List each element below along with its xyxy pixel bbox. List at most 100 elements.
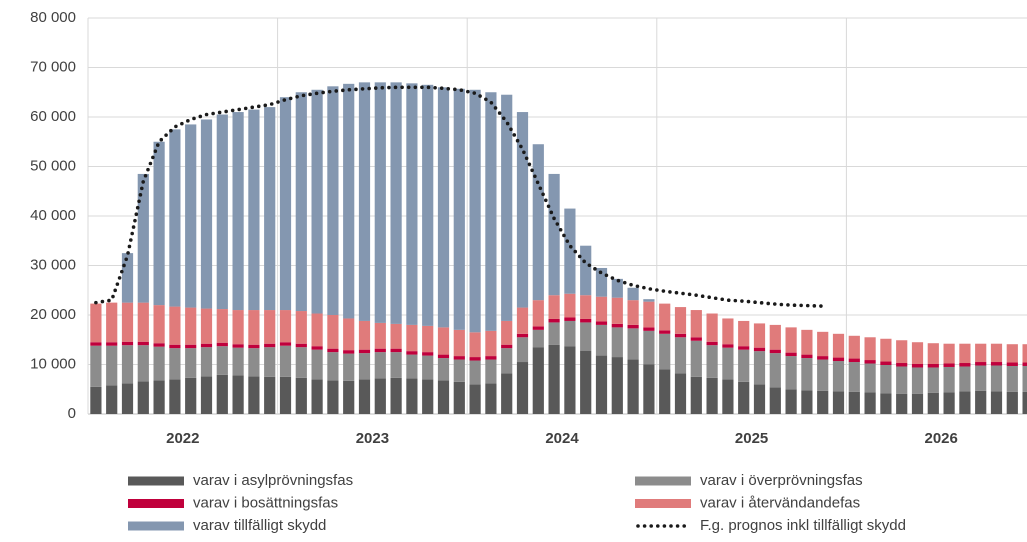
bar-segment xyxy=(817,390,829,414)
bar-segment xyxy=(232,112,244,311)
bar-segment xyxy=(564,317,576,321)
bar-segment xyxy=(959,343,971,364)
bar-segment xyxy=(437,87,450,328)
bar-segment xyxy=(295,347,307,378)
bar-segment xyxy=(516,337,529,363)
bar-segment xyxy=(690,310,702,338)
bar-segment xyxy=(358,82,371,321)
bar-segment xyxy=(927,367,939,393)
bar-segment xyxy=(216,114,228,310)
bar-segment xyxy=(659,369,671,414)
bar-segment xyxy=(248,344,260,349)
bar-segment xyxy=(295,311,307,344)
legend-swatch xyxy=(128,499,184,508)
bar-segment xyxy=(185,348,197,378)
bar-segment xyxy=(169,344,181,349)
bar-segment xyxy=(153,343,165,347)
bar-segment xyxy=(390,323,402,349)
bar-segment xyxy=(643,364,655,414)
bar-segment xyxy=(453,381,465,414)
bar-segment xyxy=(153,141,165,306)
bar-segment xyxy=(817,359,829,391)
bar-segment xyxy=(374,348,386,353)
bar-segment xyxy=(374,82,386,323)
bar-segment xyxy=(896,366,908,394)
y-tick-label: 40 000 xyxy=(30,207,76,224)
bar-segment xyxy=(911,342,924,365)
bar-segment xyxy=(690,340,702,377)
bar-segment xyxy=(753,347,766,352)
bar-segment xyxy=(817,331,829,357)
bar-segment xyxy=(975,390,987,414)
bar-segment xyxy=(943,343,955,364)
bar-segment xyxy=(453,329,465,357)
bar-segment xyxy=(627,359,639,414)
bar-segment xyxy=(880,364,892,394)
bar-segment xyxy=(548,344,560,414)
bar-segment xyxy=(738,349,750,382)
bar-segment xyxy=(643,299,655,302)
bar-segment xyxy=(990,365,1003,392)
y-tick-label: 80 000 xyxy=(30,9,76,26)
bar-segment xyxy=(801,390,813,414)
bar-segment xyxy=(422,84,434,326)
bar-segment xyxy=(548,173,560,296)
bar-segment xyxy=(90,345,102,387)
bar-segment xyxy=(343,353,355,381)
bar-segment xyxy=(532,329,544,348)
bar-segment xyxy=(564,208,576,294)
bar-segment xyxy=(311,379,323,414)
bar-segment xyxy=(343,350,355,354)
bar-segment xyxy=(769,353,781,388)
bar-segment xyxy=(232,344,244,348)
bar-segment xyxy=(106,385,118,414)
bar-segment xyxy=(406,354,418,379)
legend-swatch xyxy=(128,476,184,486)
bar-segment xyxy=(880,361,892,365)
bar-segment xyxy=(990,343,1003,363)
bar-segment xyxy=(911,364,924,368)
bar-segment xyxy=(153,305,165,344)
bar-segment xyxy=(279,97,292,311)
bar-segment xyxy=(264,343,276,348)
bar-segment xyxy=(501,348,513,374)
bar-segment xyxy=(169,379,181,414)
bar-segment xyxy=(611,357,623,414)
x-tick-label: 2025 xyxy=(735,430,768,447)
bar-segment xyxy=(169,348,181,380)
bar-segment xyxy=(532,300,544,327)
bar-segment xyxy=(200,347,213,377)
bar-segment xyxy=(485,383,497,414)
bar-segment xyxy=(532,144,544,301)
bar-segment xyxy=(975,365,987,391)
bar-segment xyxy=(343,318,355,351)
bar-segment xyxy=(469,332,481,358)
bar-segment xyxy=(580,318,592,323)
bar-segment xyxy=(185,377,197,414)
bar-segment xyxy=(248,348,260,377)
bar-segment xyxy=(674,373,687,414)
bar-segment xyxy=(722,379,734,414)
bar-segment xyxy=(200,343,213,348)
forecast-line xyxy=(94,85,825,308)
y-tick-label: 0 xyxy=(68,405,76,422)
bar-segment xyxy=(785,356,797,390)
bar-segment xyxy=(327,352,339,381)
bar-segment xyxy=(832,361,845,392)
bar-segment xyxy=(595,321,608,325)
bar-segment xyxy=(311,349,323,380)
bar-segment xyxy=(738,381,750,414)
bar-segment xyxy=(501,320,513,345)
bar-segment xyxy=(643,327,655,331)
bar-segment xyxy=(1022,344,1027,363)
bar-segment xyxy=(580,295,592,319)
bar-segment xyxy=(722,347,734,380)
bar-segment xyxy=(358,353,371,380)
bar-segment xyxy=(90,342,102,346)
bar-segment xyxy=(564,320,576,347)
bar-segment xyxy=(501,94,513,321)
bar-segment xyxy=(943,366,955,393)
bar-segment xyxy=(896,363,908,367)
bar-segment xyxy=(90,386,102,414)
bar-segment xyxy=(374,378,386,414)
